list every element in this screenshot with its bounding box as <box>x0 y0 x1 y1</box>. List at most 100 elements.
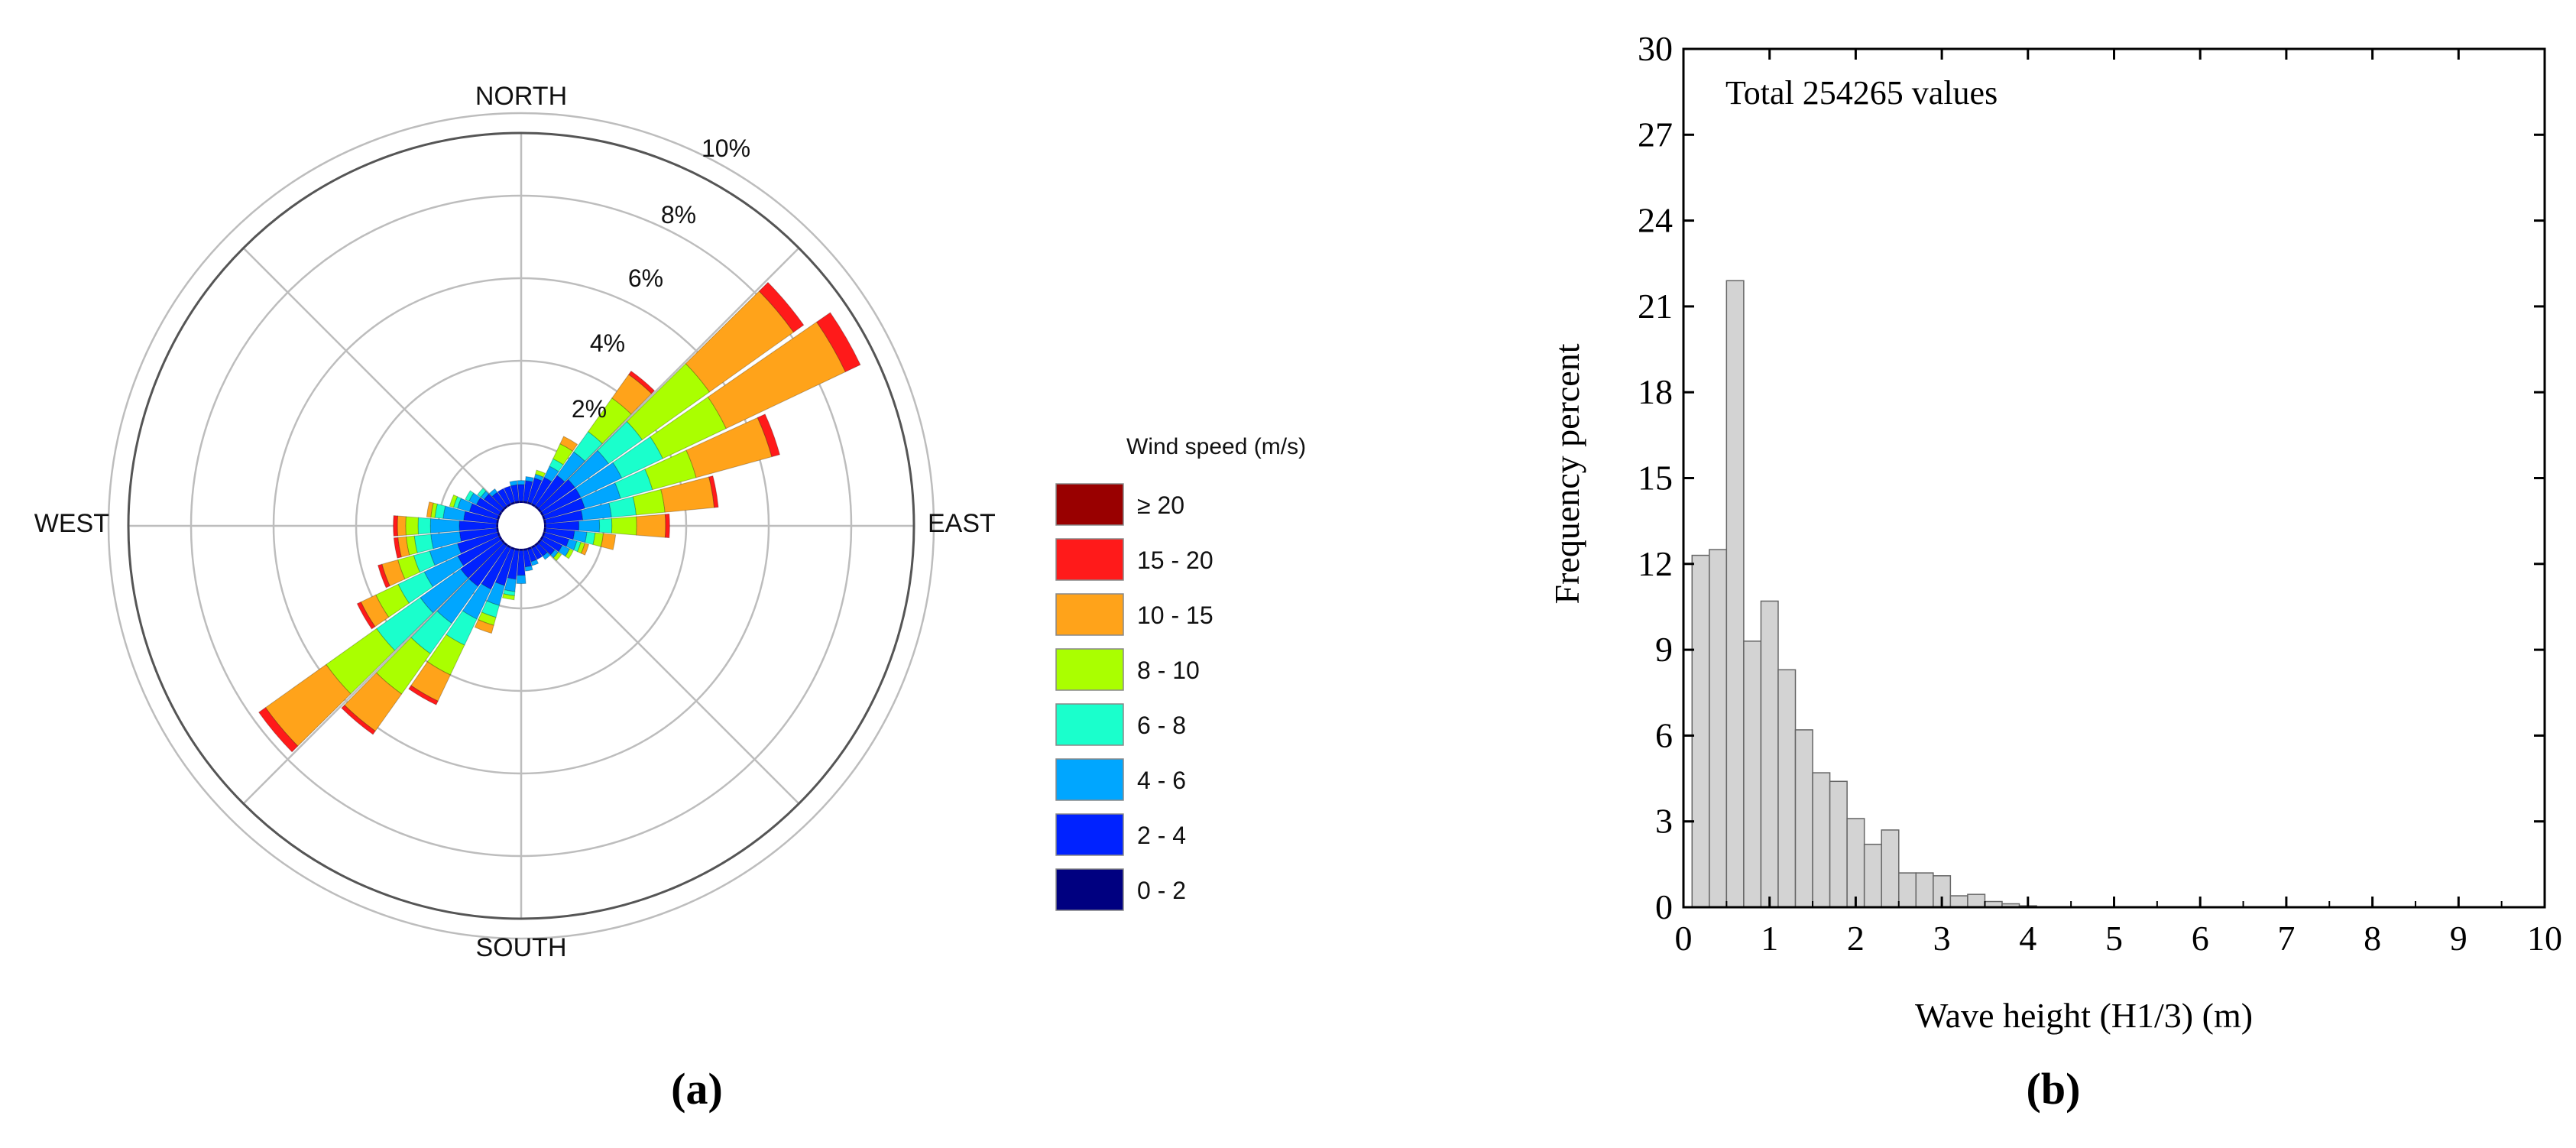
rose-sector-segment <box>644 449 697 491</box>
rose-sector-segment <box>558 544 571 557</box>
rose-sector-segment <box>413 533 434 554</box>
rose-sector-segment <box>474 619 494 634</box>
rose-sector-segment <box>381 559 406 587</box>
legend-label: 2 - 4 <box>1137 822 1186 849</box>
rose-sector-segment <box>426 634 465 676</box>
total-values-annotation: Total 254265 values <box>1725 74 1998 112</box>
histogram-bar <box>1949 895 1968 908</box>
rose-sector-segment <box>573 431 603 462</box>
rose-sector-segment <box>516 575 527 585</box>
rose-sector-segment <box>611 374 653 415</box>
rose-sector-segment <box>523 549 533 568</box>
rose-grid <box>107 112 935 940</box>
histogram-bar <box>1829 780 1848 908</box>
rose-sector-segment <box>429 543 462 566</box>
rose-sector-segment <box>480 490 490 501</box>
rose-sector-segment <box>375 637 431 695</box>
rose-sector-segment <box>664 513 670 539</box>
rose-sector-segment <box>393 537 402 559</box>
histogram-bar <box>1743 640 1762 908</box>
rose-sector-segment <box>614 469 653 499</box>
rose-sector-segment <box>375 583 410 618</box>
rose-sector-segment <box>376 597 434 651</box>
spoke-line <box>520 247 800 527</box>
rose-sector-segment <box>559 436 578 452</box>
rose-sector-segment <box>543 465 559 482</box>
rose-sector-segment <box>816 312 861 373</box>
rose-sector-segment <box>501 593 515 601</box>
radial-tick-label: 4% <box>590 329 625 357</box>
rose-sector-segment <box>452 496 462 509</box>
y-tick-label: 24 <box>1638 201 1673 240</box>
rose-sector-segment <box>344 672 403 732</box>
legend-label: 10 - 15 <box>1137 602 1213 629</box>
rose-sector-segment <box>517 484 525 502</box>
rose-sector-segment <box>488 488 498 498</box>
rose-sector-segment <box>611 516 637 536</box>
rose-sector-segment <box>494 547 516 586</box>
y-tick-label: 9 <box>1655 630 1673 669</box>
rose-sector-segment <box>434 503 446 519</box>
rose-sector-segment <box>258 707 299 753</box>
legend-swatch <box>1055 483 1124 526</box>
rose-sector-segment <box>597 420 643 465</box>
rose-sector-segment <box>565 548 574 559</box>
x-tick-label: 7 <box>2277 919 2295 958</box>
rose-sector-segment <box>632 488 666 516</box>
rose-sector-segment <box>552 551 562 562</box>
rose-sector-segment <box>491 491 507 509</box>
legend-label: ≥ 20 <box>1137 491 1184 519</box>
rose-sector-segment <box>567 449 610 488</box>
legend-label: 15 - 20 <box>1137 546 1213 574</box>
rose-sector-segment <box>523 480 533 503</box>
rose-sector-segment <box>503 485 516 504</box>
direction-south: SOUTH <box>476 933 567 962</box>
rose-sector-segment <box>430 531 462 550</box>
spoke-line <box>242 247 522 527</box>
legend-swatch <box>1055 648 1124 691</box>
rose-sector-segment <box>446 610 478 646</box>
rose-sector-segment <box>497 488 511 507</box>
rose-sector-segment <box>585 531 596 546</box>
rose-sector-segment <box>524 565 533 572</box>
x-tick-label: 1 <box>1761 919 1778 958</box>
histogram-bar <box>1691 554 1710 908</box>
radial-tick-label: 2% <box>572 395 607 423</box>
histogram-bar <box>1812 772 1831 908</box>
histogram-bar <box>1967 893 1986 908</box>
legend-label: 0 - 2 <box>1137 877 1186 904</box>
wind-rose-panel: NORTH EAST SOUTH WEST 2% 4% 6% 8% 10% Wi… <box>34 82 1306 1114</box>
histogram-bar <box>1898 872 1917 908</box>
y-tick-label: 6 <box>1655 715 1673 754</box>
y-tick-label: 3 <box>1655 802 1673 841</box>
histogram-bar <box>1760 600 1779 908</box>
y-tick-label: 21 <box>1638 287 1673 326</box>
x-tick-label: 4 <box>2019 919 2036 958</box>
rose-sector-segment <box>477 488 487 498</box>
rose-sector-segment <box>757 413 781 458</box>
rose-sector-segment <box>531 545 543 560</box>
rose-sector-segment <box>708 475 719 508</box>
rose-sector-segment <box>457 498 473 512</box>
rose-sector-segment <box>423 555 465 588</box>
x-tick-label: 8 <box>2364 919 2381 958</box>
x-axis-ticks: 0 1 2 3 4 5 6 7 8 9 10 <box>1675 49 2562 958</box>
rose-sector-segment <box>436 578 479 624</box>
histogram-bar <box>1863 843 1882 908</box>
legend-swatch <box>1055 593 1124 636</box>
rose-sector-segment <box>549 549 559 559</box>
rose-sector-segment <box>478 611 497 626</box>
rose-sector-segment <box>397 555 421 580</box>
rose-sector-segment <box>393 515 399 537</box>
y-tick-label: 30 <box>1638 29 1673 68</box>
rose-sector-segment <box>462 582 492 620</box>
y-tick-label: 27 <box>1638 115 1673 154</box>
spoke-line <box>520 525 800 805</box>
rose-sector-segment <box>517 550 526 576</box>
y-tick-label: 18 <box>1638 372 1673 411</box>
rose-sector-segment <box>636 514 666 538</box>
rose-sector-segment <box>598 517 613 534</box>
rose-sector-segment <box>540 488 582 516</box>
histogram-bar <box>1709 549 1728 908</box>
histogram-bar <box>1777 669 1797 908</box>
